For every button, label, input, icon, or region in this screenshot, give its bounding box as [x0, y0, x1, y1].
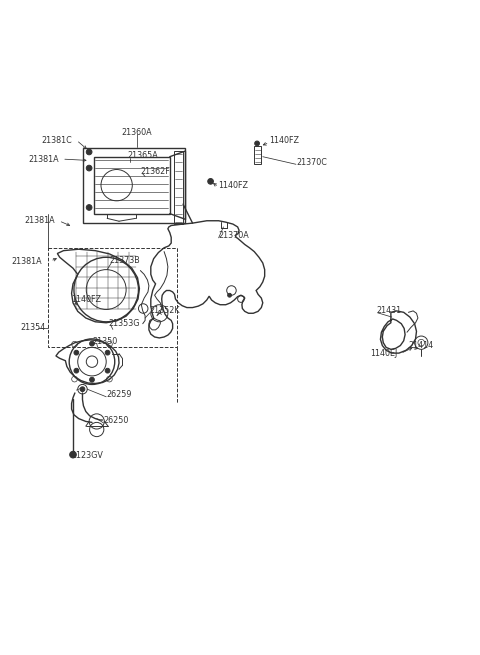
Circle shape — [105, 368, 110, 373]
Text: 21350: 21350 — [92, 337, 117, 346]
Circle shape — [228, 293, 231, 297]
Text: 1123GV: 1123GV — [72, 451, 104, 460]
Text: 21381C: 21381C — [42, 136, 72, 145]
Circle shape — [86, 204, 92, 210]
Circle shape — [90, 341, 95, 346]
Text: 1140FZ: 1140FZ — [269, 136, 300, 145]
Text: 21414: 21414 — [408, 341, 433, 350]
Text: 1140FZ: 1140FZ — [219, 181, 249, 190]
Circle shape — [208, 179, 214, 184]
Circle shape — [80, 387, 85, 392]
Text: 21353G: 21353G — [108, 319, 140, 328]
Circle shape — [74, 350, 79, 355]
Text: 21352K: 21352K — [149, 307, 180, 316]
Text: 1140EJ: 1140EJ — [371, 349, 398, 358]
Text: 26259: 26259 — [106, 390, 132, 400]
Text: 21431: 21431 — [377, 307, 402, 316]
Text: 21360A: 21360A — [121, 128, 152, 136]
Text: 1140FZ: 1140FZ — [72, 295, 102, 305]
Text: 21381A: 21381A — [29, 155, 60, 164]
Text: 21365A: 21365A — [127, 151, 158, 160]
Circle shape — [90, 377, 95, 382]
Text: 26250: 26250 — [103, 417, 129, 426]
Text: 21354: 21354 — [21, 323, 46, 332]
Circle shape — [86, 165, 92, 171]
Circle shape — [74, 368, 79, 373]
Text: 21381A: 21381A — [12, 257, 42, 265]
Text: 21370A: 21370A — [219, 231, 250, 240]
Circle shape — [70, 451, 76, 458]
Circle shape — [86, 149, 92, 155]
Circle shape — [255, 141, 260, 146]
Circle shape — [105, 350, 110, 355]
Text: 21370C: 21370C — [296, 158, 327, 167]
Text: 21381A: 21381A — [24, 216, 55, 225]
Text: 21373B: 21373B — [109, 255, 140, 265]
Text: 21362F: 21362F — [140, 168, 170, 176]
Text: A: A — [157, 310, 162, 316]
